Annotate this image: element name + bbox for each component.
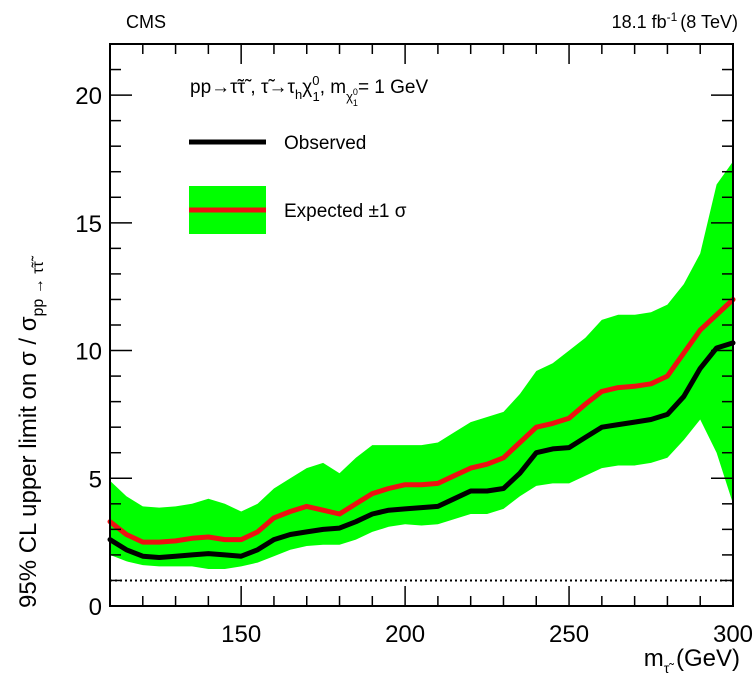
series-line-observed: [107, 340, 736, 560]
process-label: pp→τ̃τ̃ , τ̃→τhχ0 1, mχ0 1= 1 GeV: [190, 73, 429, 108]
series-lines-layer: [107, 297, 736, 560]
expected-1sigma-band-layer: [110, 161, 733, 569]
y-tick-label-10: 10: [75, 339, 102, 366]
y-tick-label-15: 15: [75, 211, 102, 238]
y-tick-label-20: 20: [75, 83, 102, 110]
x-tick-label-150: 150: [221, 621, 261, 648]
experiment-label: CMS: [126, 12, 166, 32]
x-tick-label-200: 200: [385, 621, 425, 648]
tick-marks-layer: [109, 43, 734, 607]
tick-labels-layer: 150 200 250 300 0 5 10 15 20: [75, 83, 753, 648]
y-axis-label: 95% CL upper limit on σ / σpp → τ̃τ̃: [15, 255, 47, 608]
x-axis-label: mτ̃ (GeV): [644, 645, 740, 675]
x-tick-label-300: 300: [713, 621, 753, 648]
luminosity-label: 18.1 fb-1 (8 TeV): [612, 10, 738, 32]
expected-1sigma-band: [110, 161, 733, 569]
legend-observed-label: Observed: [284, 133, 366, 154]
x-tick-label-250: 250: [549, 621, 589, 648]
y-tick-label-5: 5: [89, 466, 102, 493]
legend-expected-label: Expected ±1 σ: [284, 201, 407, 222]
series-line-expected: [107, 297, 736, 545]
y-tick-label-0: 0: [89, 594, 102, 621]
